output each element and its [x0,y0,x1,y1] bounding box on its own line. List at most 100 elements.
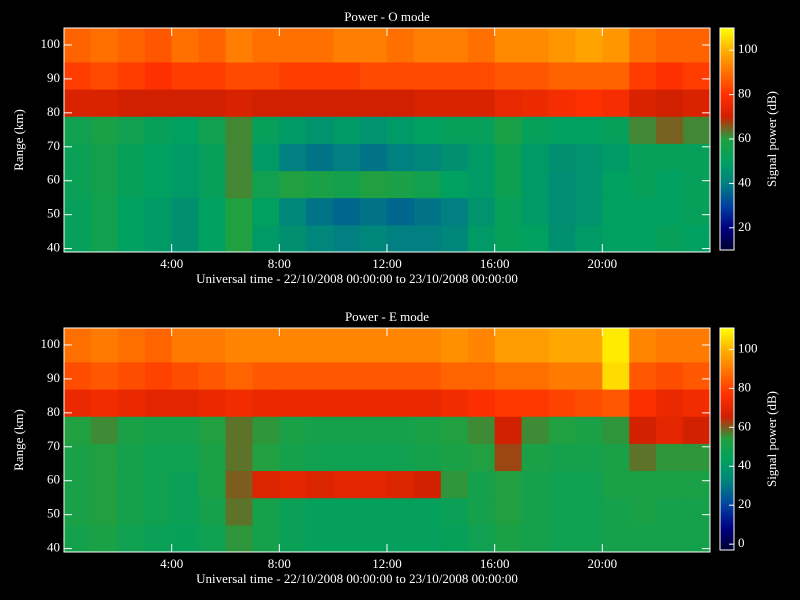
y-tick-label: 100 [41,336,61,351]
heatmap-cell [467,224,496,252]
heatmap-cell [171,197,200,226]
heatmap-cell [306,416,334,444]
heatmap-cell [656,470,684,499]
heatmap-cell [90,328,119,363]
heatmap-cell [306,143,334,172]
x-tick-label: 20:00 [588,556,618,571]
heatmap-cell [117,497,146,526]
heatmap-cell [306,361,334,390]
heatmap-cell [117,524,146,552]
heatmap-cell [198,361,226,390]
heatmap-cell [494,170,523,199]
heatmap-cell [198,143,226,172]
heatmap-cell [387,524,415,552]
heatmap-cell [629,116,657,144]
heatmap-cell [117,224,146,252]
heatmap-cell [656,116,684,144]
heatmap-cell [360,328,388,363]
heatmap-cell [413,89,442,117]
heatmap-cell [279,328,307,363]
heatmap-cell [440,443,469,472]
heatmap-cell [656,524,684,552]
heatmap-cell [198,61,226,90]
heatmap-cell [171,224,200,252]
heatmap-cell [467,389,496,417]
heatmap-cell [494,197,523,226]
heatmap-cell [521,197,549,226]
y-tick-label: 60 [47,472,60,487]
heatmap-cell [90,197,119,226]
heatmap-cell [64,470,92,499]
heatmap-cell [64,116,92,144]
heatmap-cell [494,389,523,417]
heatmap-cell [117,389,146,417]
heatmap-cell [306,524,334,552]
heatmap-cell [225,389,253,417]
heatmap-cell [252,470,280,499]
heatmap-cell [602,28,630,63]
heatmap-cell [467,89,496,117]
heatmap-cell [494,116,523,144]
y-tick-label: 100 [41,36,61,51]
heatmap-cell [333,443,361,472]
heatmap-cell [575,224,603,252]
heatmap-cell [171,28,200,63]
heatmap-cell [683,497,710,526]
x-tick-label: 12:00 [372,256,402,271]
heatmap-cell [144,416,173,444]
heatmap-cell [387,224,415,252]
heatmap-cell [575,389,603,417]
heatmap-cell [629,524,657,552]
heatmap-cell [279,170,307,199]
heatmap-cell [467,170,496,199]
heatmap-cell [683,116,710,144]
colorbar-tick-label: 60 [738,130,751,145]
heatmap-cell [198,116,226,144]
heatmap-cell [252,197,280,226]
heatmap-cell [225,524,253,552]
heatmap-cell [117,443,146,472]
heatmap-cell [575,197,603,226]
heatmap-cell [548,170,576,199]
heatmap-cell [683,361,710,390]
heatmap-cell [279,524,307,552]
heatmap-cell [171,497,200,526]
heatmap-cell [629,170,657,199]
heatmap-cell [333,170,361,199]
heatmap-cell [656,143,684,172]
heatmap-cell [225,361,253,390]
x-tick-label: 16:00 [480,256,510,271]
colorbar-tick-label: 100 [738,41,758,56]
colorbar-tick-label: 20 [738,219,751,234]
panel-title: Power - O mode [344,9,430,24]
heatmap-cell [602,328,630,363]
heatmap-cell [198,328,226,363]
heatmap-cell [387,197,415,226]
heatmap-cell [144,470,173,499]
heatmap-cell [279,143,307,172]
heatmap-cell [360,89,388,117]
heatmap-cell [279,497,307,526]
heatmap-cell [64,143,92,172]
heatmap-cell [333,28,361,63]
heatmap-cell [279,361,307,390]
heatmap-cell [360,28,388,63]
heatmap-cell [333,224,361,252]
heatmap-cell [306,116,334,144]
heatmap-cell [225,443,253,472]
heatmap-cell [64,443,92,472]
heatmap-cell [279,89,307,117]
y-tick-label: 70 [47,438,60,453]
heatmap-cell [306,470,334,499]
heatmap-cell [252,389,280,417]
heatmap-cell [413,524,442,552]
heatmap-cell [64,224,92,252]
heatmap-cell [64,416,92,444]
heatmap-cell [575,443,603,472]
heatmap-cell [494,328,523,363]
heatmap-cell [252,28,280,63]
heatmap-cell [656,328,684,363]
heatmap-cell [656,224,684,252]
colorbar-tick-label: 20 [738,496,751,511]
heatmap-cell [171,361,200,390]
